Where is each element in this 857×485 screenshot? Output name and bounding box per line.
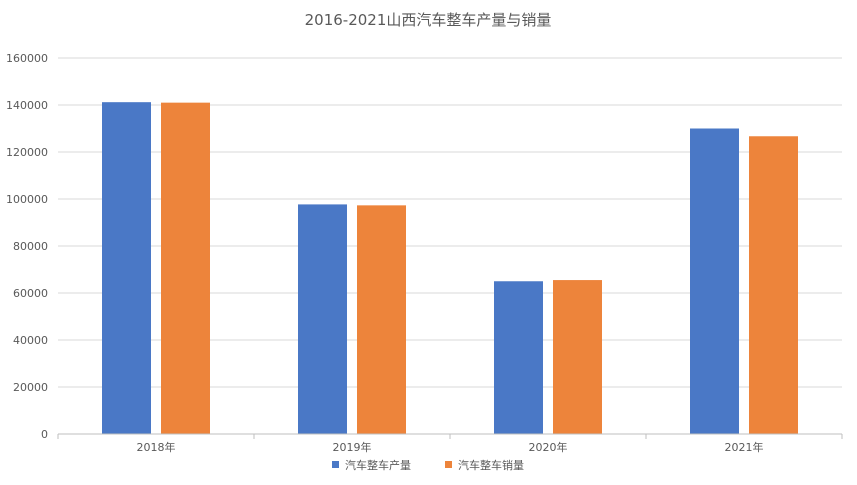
- y-tick-label: 80000: [13, 240, 48, 253]
- legend-swatch: [445, 461, 452, 468]
- bar-sales: [553, 280, 602, 434]
- y-axis: 0 20000 40000 60000 80000 100000 120000 140000 1…: [6, 52, 48, 441]
- legend-swatch: [332, 461, 339, 468]
- bars: [102, 102, 798, 435]
- y-tick-label: 140000: [6, 99, 48, 112]
- x-tick-label: 2019年: [333, 440, 372, 454]
- y-tick-label: 100000: [6, 193, 48, 206]
- bar-sales: [357, 205, 406, 434]
- bar-sales: [749, 136, 798, 434]
- bar-production: [298, 204, 347, 434]
- bar-sales: [161, 102, 210, 435]
- x-axis: 2018年 2019年 2020年 2021年: [57, 433, 843, 454]
- bar-production: [690, 128, 739, 434]
- bar-production: [102, 102, 151, 435]
- chart-title: 2016-2021山西汽车整车产量与销量: [305, 11, 552, 29]
- y-tick-label: 60000: [13, 287, 48, 300]
- bar-production: [494, 281, 543, 434]
- y-tick-label: 40000: [13, 334, 48, 347]
- x-tick-label: 2021年: [725, 440, 764, 454]
- legend: 汽车整车产量 汽车整车销量: [332, 458, 524, 472]
- y-tick-label: 160000: [6, 52, 48, 65]
- x-tick-label: 2018年: [137, 440, 176, 454]
- y-tick-label: 0: [41, 428, 48, 441]
- legend-label: 汽车整车销量: [458, 458, 524, 472]
- y-tick-label: 20000: [13, 381, 48, 394]
- y-tick-label: 120000: [6, 146, 48, 159]
- legend-label: 汽车整车产量: [345, 458, 411, 472]
- x-tick-label: 2020年: [529, 440, 568, 454]
